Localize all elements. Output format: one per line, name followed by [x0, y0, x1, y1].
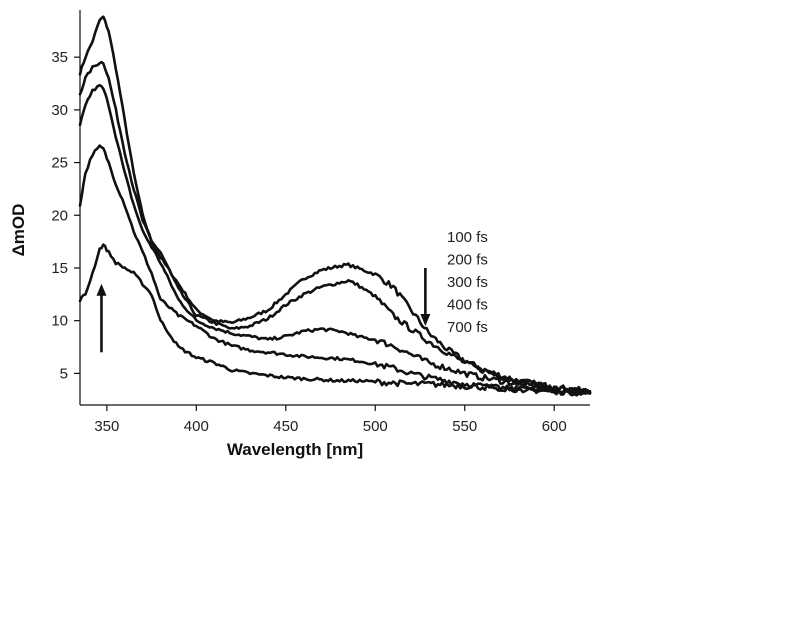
y-axis-title: ΔmOD — [9, 204, 28, 257]
axes-layer — [79, 10, 590, 406]
x-tick-label: 400 — [184, 418, 209, 435]
y-tick-label: 20 — [51, 207, 68, 224]
legend-label: 700 fs — [447, 319, 488, 336]
legend-label: 100 fs — [447, 229, 488, 246]
arrow-down-icon — [420, 267, 431, 326]
y-tick-label: 35 — [51, 49, 68, 66]
annotation-layer — [96, 267, 431, 353]
x-tick-label: 600 — [542, 418, 567, 435]
legend-label: 300 fs — [447, 274, 488, 291]
y-tick-label: 5 — [60, 365, 68, 382]
legend-label: 200 fs — [447, 252, 488, 269]
y-tick-label: 30 — [51, 102, 68, 119]
series-line-1 — [78, 15, 592, 393]
series-line-4 — [78, 144, 592, 397]
series-layer — [78, 15, 592, 397]
x-tick-label: 450 — [273, 418, 298, 435]
x-tick-label: 550 — [452, 418, 477, 435]
x-axis-title: Wavelength [nm] — [227, 440, 363, 459]
series-line-3 — [78, 83, 592, 396]
y-tick-label: 10 — [51, 313, 68, 330]
legend-layer: 100 fs 200 fs 300 fs 400 fs 700 fs — [447, 229, 488, 336]
x-tick-label: 500 — [363, 418, 388, 435]
x-tick-label: 350 — [94, 418, 119, 435]
arrow-up-icon — [96, 283, 107, 353]
legend-label: 400 fs — [447, 297, 488, 314]
series-line-2 — [78, 60, 592, 394]
y-tick-label: 15 — [51, 260, 68, 277]
series-line-5 — [78, 243, 592, 396]
y-tick-label: 25 — [51, 155, 68, 172]
ticks-layer: 350 400 450 500 550 600 5 10 15 20 25 30 35 — [51, 49, 566, 435]
